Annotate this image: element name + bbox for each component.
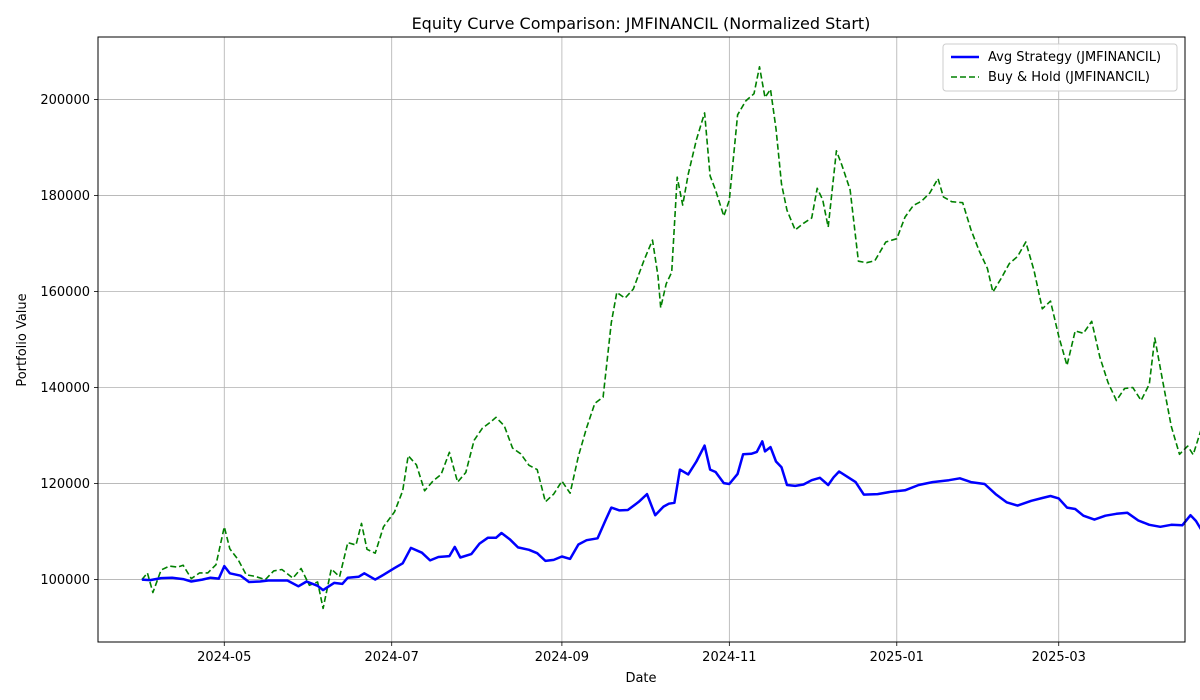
legend-box bbox=[942, 43, 1178, 92]
x-tick-label: 2025-01 bbox=[870, 650, 924, 665]
legend-label-strategy: Avg Strategy (JMFINANCIL) bbox=[988, 50, 1161, 65]
x-axis-label: Date bbox=[625, 671, 656, 686]
y-tick-label: 120000 bbox=[40, 477, 90, 492]
legend: Avg Strategy (JMFINANCIL) Buy & Hold (JM… bbox=[942, 43, 1178, 92]
legend-label-buy-hold: Buy & Hold (JMFINANCIL) bbox=[988, 70, 1150, 85]
x-axis: 2024-05 2024-07 2024-09 2024-11 2025-01 2025-… bbox=[197, 642, 1086, 665]
series-line-buy-hold bbox=[141, 66, 1200, 610]
series-layer bbox=[141, 66, 1200, 610]
plot-background bbox=[98, 37, 1185, 642]
y-axis: 100000 120000 140000 160000 180000 200000 bbox=[40, 93, 98, 588]
y-tick-label: 200000 bbox=[40, 93, 90, 108]
y-tick-label: 180000 bbox=[40, 189, 90, 204]
x-tick-label: 2024-09 bbox=[535, 650, 589, 665]
y-axis-label: Portfolio Value bbox=[15, 293, 30, 386]
x-tick-label: 2025-03 bbox=[1032, 650, 1086, 665]
chart-title: Equity Curve Comparison: JMFINANCIL (Nor… bbox=[412, 14, 871, 33]
x-tick-label: 2024-05 bbox=[197, 650, 251, 665]
y-tick-label: 140000 bbox=[40, 381, 90, 396]
plot-frame bbox=[97, 36, 1186, 643]
x-tick-label: 2024-07 bbox=[365, 650, 419, 665]
y-tick-label: 160000 bbox=[40, 285, 90, 300]
y-tick-label: 100000 bbox=[40, 573, 90, 588]
plot-area bbox=[97, 36, 1200, 643]
series-line-strategy bbox=[141, 440, 1200, 592]
x-tick-label: 2024-11 bbox=[702, 650, 756, 665]
